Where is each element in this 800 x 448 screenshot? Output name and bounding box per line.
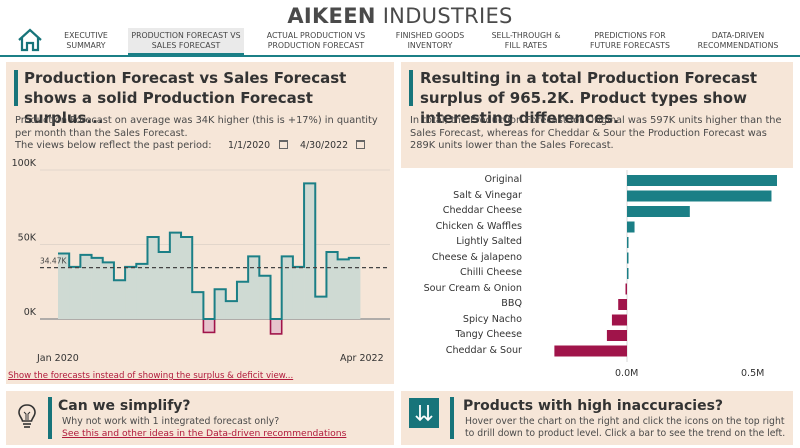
surplus-area-segment	[214, 289, 227, 319]
panel-description: In total, the Production Forecast for Or…	[410, 115, 782, 151]
x-tick-label: 0.5M	[741, 368, 765, 379]
surplus-area-segment	[147, 237, 160, 319]
drill-down-icon[interactable]	[409, 398, 439, 428]
calendar-icon[interactable]	[279, 140, 288, 149]
bar-label: Spicy Nacho	[462, 313, 522, 325]
surplus-area-segment	[80, 254, 92, 319]
x-tick-label: 0.0M	[615, 368, 639, 379]
product-bar-chart[interactable]	[401, 62, 793, 384]
x-axis-end-label: Apr 2022	[340, 353, 384, 364]
surplus-area-segment	[315, 296, 327, 319]
bar-label: Chilli Cheese	[460, 267, 522, 278]
bar-lightly-salted	[627, 237, 629, 248]
surplus-area-segment	[326, 251, 339, 319]
bar-label: BBQ	[501, 298, 522, 309]
bar-cheddar-cheese	[627, 206, 690, 217]
bar-category-labels: Original Salt & Vinegar Cheddar Cheese Chic…	[401, 62, 522, 384]
surplus-area-segment	[225, 301, 238, 319]
simplify-card: Can we simplify? Why not work with 1 int…	[6, 391, 394, 445]
bar-cheese-jalapeno	[627, 252, 629, 264]
bar-label: Original	[484, 174, 522, 185]
tab-predictions-future-forecasts[interactable]: PREDICTIONS FOR FUTURE FORECASTS	[590, 31, 670, 50]
bar-tangy-cheese	[606, 330, 627, 341]
app-header: AIKEEN INDUSTRIES EXECUTIVE SUMMARY PROD…	[0, 0, 800, 58]
surplus-area-segment	[248, 256, 260, 319]
bar-bbq	[618, 299, 627, 310]
nav-divider	[0, 55, 800, 57]
card-title: Can we simplify?	[58, 398, 191, 414]
card-text: Why not work with 1 integrated forecast …	[62, 416, 280, 427]
surplus-area-segment	[236, 281, 249, 319]
panel-description: Production Forecast on average was 34K h…	[15, 115, 378, 139]
tab-executive-summary[interactable]: EXECUTIVE SUMMARY	[64, 31, 108, 50]
product-breakdown-panel: Resulting in a total Production Forecast…	[401, 62, 793, 384]
brand-title: AIKEEN INDUSTRIES	[287, 4, 513, 28]
surplus-area-segment	[113, 280, 126, 319]
tab-finished-goods-inventory[interactable]: FINISHED GOODS INVENTORY	[395, 31, 465, 50]
y-tick-label: 100K	[12, 158, 37, 169]
bar-label: Salt & Vinegar	[453, 189, 522, 201]
bar-label: Sour Cream & Onion	[423, 282, 522, 294]
recommendations-link[interactable]: See this and other ideas in the Data-dri…	[62, 428, 347, 439]
period-label: The views below reflect the past period:	[15, 140, 212, 151]
date-from-field[interactable]: 1/1/2020	[228, 140, 271, 151]
surplus-area-segment	[292, 266, 305, 319]
title-accent-bar	[450, 397, 454, 439]
surplus-area-segment	[281, 256, 294, 319]
surplus-area-segment	[259, 275, 271, 319]
bar-original	[627, 175, 777, 186]
deficit-segment	[202, 318, 216, 334]
bar-label: Cheddar & Sour	[445, 344, 522, 356]
deficit-segment	[269, 318, 283, 335]
x-axis-start-label: Jan 2020	[37, 353, 79, 364]
bar-sour-cream-onion	[625, 283, 627, 295]
tab-production-vs-sales-forecast[interactable]: PRODUCTION FORECAST VS SALES FORECAST	[128, 28, 244, 55]
title-accent-bar	[14, 70, 18, 106]
bar-chicken-waffles	[627, 221, 635, 233]
title-accent-bar	[48, 397, 52, 439]
card-text: Hover over the chart on the right and cl…	[465, 416, 786, 439]
surplus-area-segment	[169, 232, 182, 319]
calendar-icon[interactable]	[356, 140, 365, 149]
panel-title: Production Forecast vs Sales Forecast sh…	[24, 69, 347, 127]
tab-sell-through-fill-rates[interactable]: SELL-THROUGH & FILL RATES	[491, 31, 561, 50]
lightbulb-icon	[12, 401, 42, 431]
panel-title: Resulting in a total Production Forecast…	[420, 69, 758, 127]
average-label: 34.47K	[40, 257, 67, 266]
date-to-field[interactable]: 4/30/2022	[300, 140, 349, 151]
surplus-area-segment	[304, 183, 316, 319]
surplus-area-segment	[348, 257, 361, 319]
surplus-area-chart[interactable]: 100K 50K 0K 34.47K	[6, 158, 394, 358]
surplus-area-segment	[102, 262, 115, 319]
bar-label: Cheddar Cheese	[442, 205, 522, 216]
surplus-line	[58, 182, 360, 320]
surplus-area-segment	[58, 253, 70, 319]
bar-chilli-cheese	[627, 268, 629, 279]
surplus-area-segment	[125, 266, 137, 319]
bar-salt-vinegar	[627, 190, 772, 202]
forecast-surplus-panel: Production Forecast vs Sales Forecast sh…	[6, 62, 394, 384]
bar-cheddar-sour	[554, 345, 627, 357]
y-tick-label: 50K	[18, 233, 37, 244]
tab-actual-vs-production-forecast[interactable]: ACTUAL PRODUCTION VS PRODUCTION FORECAST	[266, 31, 366, 50]
home-icon[interactable]	[17, 28, 43, 52]
show-forecasts-link[interactable]: Show the forecasts instead of showing th…	[8, 371, 294, 381]
bar-label: Chicken & Waffles	[435, 220, 522, 232]
surplus-area-segment	[69, 266, 81, 319]
card-title: Products with high inaccuracies?	[463, 398, 724, 414]
title-accent-bar	[409, 70, 413, 106]
bar-label: Lightly Salted	[456, 236, 522, 247]
y-tick-label: 0K	[24, 307, 37, 318]
bar-label: Cheese & jalapeno	[431, 251, 522, 263]
surplus-area-segment	[136, 263, 148, 319]
inaccuracies-card: Products with high inaccuracies? Hover o…	[401, 391, 793, 445]
surplus-area-segment	[91, 257, 104, 319]
surplus-area-segment	[158, 251, 171, 319]
bar-label: Tangy Cheese	[455, 329, 522, 340]
surplus-area-segment	[192, 292, 204, 319]
surplus-area-segment	[337, 259, 350, 319]
surplus-area-segment	[181, 237, 193, 319]
bar-spicy-nacho	[611, 314, 627, 326]
tab-data-driven-recommendations[interactable]: DATA-DRIVEN RECOMMENDATIONS	[697, 31, 779, 50]
